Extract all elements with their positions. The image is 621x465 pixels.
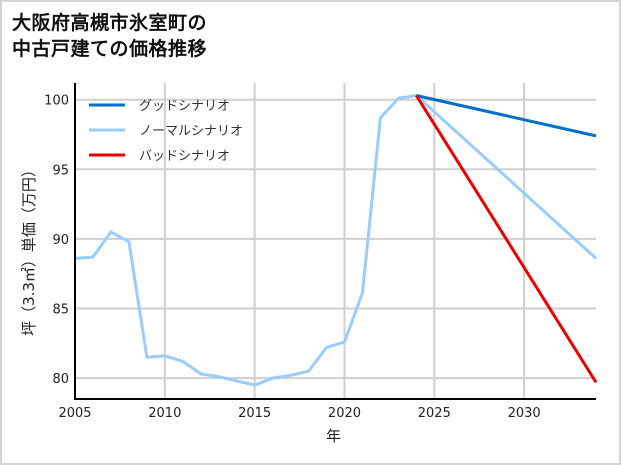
legend-label: グッドシナリオ — [139, 99, 230, 114]
legend-label: ノーマルシナリオ — [139, 124, 243, 139]
y-tick-label: 80 — [52, 372, 69, 387]
x-tick-label: 2010 — [148, 406, 181, 421]
legend-label: バッドシナリオ — [139, 149, 230, 164]
x-tick-label: 2030 — [508, 406, 541, 421]
series-line — [415, 94, 597, 138]
y-tick-label: 100 — [44, 94, 69, 109]
series-line — [415, 94, 598, 384]
chart-title: 大阪府高槻市氷室町の 中古戸建ての価格推移 — [12, 10, 207, 62]
axes — [74, 83, 596, 400]
x-tick-label: 2025 — [418, 406, 451, 421]
y-tick-label: 85 — [52, 303, 69, 318]
chart-title-line-1: 大阪府高槻市氷室町の — [12, 12, 208, 34]
y-tick-label: 90 — [52, 233, 69, 248]
grid-lines — [74, 83, 596, 399]
legend-item: ノーマルシナリオ — [89, 124, 243, 139]
legend-item: バッドシナリオ — [89, 149, 230, 164]
data-series — [74, 93, 598, 387]
y-axis-label: 坪（3.3㎡）単価（万円） — [20, 162, 38, 336]
legend-item: グッドシナリオ — [89, 99, 230, 114]
chart-title-line-2: 中古戸建ての価格推移 — [12, 38, 208, 60]
x-axis-label: 年 — [326, 427, 341, 445]
tick-labels: 2005 2010 2015 2020 2025 2030 80 85 90 95 100 — [44, 94, 541, 421]
x-tick-label: 2015 — [238, 406, 271, 421]
x-tick-label: 2005 — [58, 406, 91, 421]
series-line — [74, 93, 598, 387]
x-tick-label: 2020 — [328, 406, 361, 421]
y-tick-label: 95 — [52, 163, 69, 178]
